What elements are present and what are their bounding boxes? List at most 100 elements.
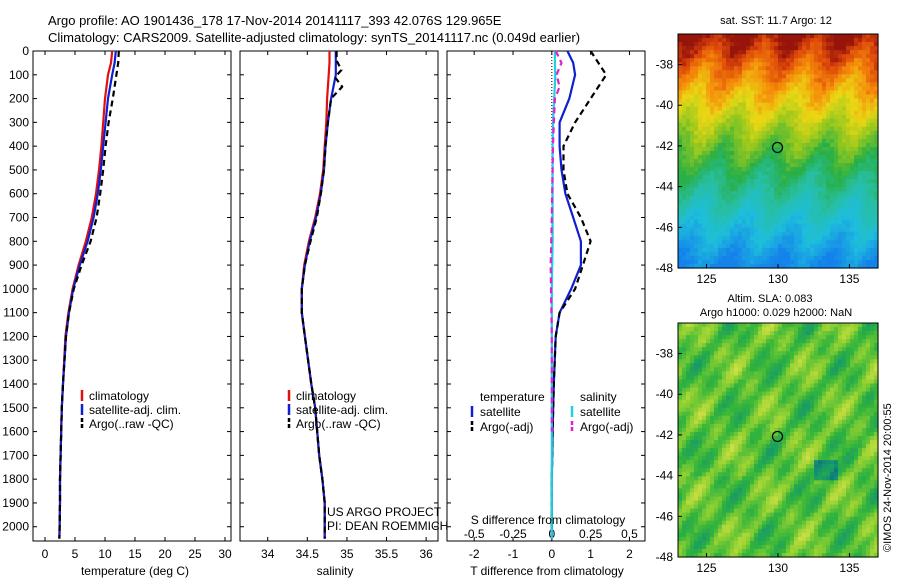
map-cell (834, 155, 839, 160)
map-cell (734, 371, 739, 377)
map-cell (678, 171, 683, 176)
map-cell (826, 347, 831, 352)
map-cell (802, 243, 807, 249)
map-cell (830, 98, 835, 104)
map-cell (778, 367, 783, 373)
map-cell (746, 440, 751, 445)
map-cell (746, 163, 751, 168)
map-cell (842, 251, 847, 257)
map-cell (862, 78, 867, 84)
map-cell (806, 339, 811, 344)
map-cell (778, 331, 783, 336)
map-cell (858, 82, 863, 88)
map-cell (762, 142, 767, 148)
map-cell (694, 50, 699, 55)
map-cell (694, 42, 699, 47)
map-cell (814, 203, 819, 209)
map-cell (690, 323, 695, 328)
map-cell (738, 343, 743, 348)
map-cell (826, 34, 831, 39)
map-cell (838, 363, 843, 368)
map-cell (706, 78, 711, 84)
map-cell (698, 395, 703, 401)
map-cell (810, 444, 815, 449)
map-cell (730, 411, 735, 417)
map-cell (742, 58, 747, 63)
map-cell (834, 456, 839, 461)
map-cell (746, 142, 751, 148)
map-cell (778, 231, 783, 237)
map-cell (806, 114, 811, 120)
map-cell (786, 383, 791, 389)
map-cell (850, 395, 855, 401)
map-cell (850, 339, 855, 344)
map-cell (690, 58, 695, 63)
map-cell (782, 464, 787, 469)
map-cell (750, 106, 755, 112)
map-cell (770, 335, 775, 340)
map-cell (762, 407, 767, 413)
map-cell (746, 452, 751, 457)
map-cell (754, 207, 759, 213)
map-cell (710, 118, 715, 124)
map-cell (738, 106, 743, 112)
map-cell (790, 155, 795, 160)
map-cell (754, 407, 759, 413)
map-cell (866, 187, 871, 192)
map-cell (702, 375, 707, 381)
map-cell (830, 195, 835, 201)
map-cell (846, 335, 851, 340)
map-cell (798, 66, 803, 71)
map-cell (690, 86, 695, 92)
map-cell (810, 251, 815, 257)
map-cell (770, 468, 775, 473)
map-cell (850, 367, 855, 373)
map-cell (778, 251, 783, 257)
map-cell (710, 251, 715, 257)
map-cell (714, 54, 719, 59)
map-cell (770, 427, 775, 433)
map-cell (814, 395, 819, 401)
map-cell (682, 78, 687, 84)
map-cell (778, 171, 783, 176)
map-cell (870, 102, 875, 108)
map-cell (722, 399, 727, 405)
map-cell (818, 187, 823, 192)
map-cell (706, 440, 711, 445)
map-cell (778, 379, 783, 385)
map-cell (810, 327, 815, 332)
map-cell (750, 343, 755, 348)
map-cell (730, 263, 735, 269)
map-cell (874, 130, 879, 136)
map-cell (678, 38, 683, 43)
map-cell (802, 151, 807, 156)
map-cell (842, 379, 847, 385)
map-cell (854, 159, 859, 164)
map-cell (766, 219, 771, 225)
map-cell (770, 195, 775, 201)
map-cell (862, 415, 867, 421)
map-cell (762, 82, 767, 88)
map-cell (874, 464, 879, 469)
map-cell (858, 199, 863, 205)
map-cell (794, 223, 799, 229)
map-cell (838, 263, 843, 269)
map-cell (686, 34, 691, 39)
map-cell (862, 223, 867, 229)
map-cell (758, 331, 763, 336)
map-cell (794, 98, 799, 104)
map-cell (738, 371, 743, 377)
map-cell (758, 448, 763, 453)
map-cell (866, 195, 871, 201)
map-cell (822, 335, 827, 340)
map-cell (678, 207, 683, 213)
map-cell (802, 347, 807, 352)
map-cell (750, 110, 755, 116)
map-cell (822, 94, 827, 100)
map-cell (778, 355, 783, 360)
map-cell (694, 138, 699, 144)
map-cell (826, 235, 831, 241)
map-cell (706, 207, 711, 213)
map-cell (774, 54, 779, 59)
map-cell (802, 359, 807, 364)
